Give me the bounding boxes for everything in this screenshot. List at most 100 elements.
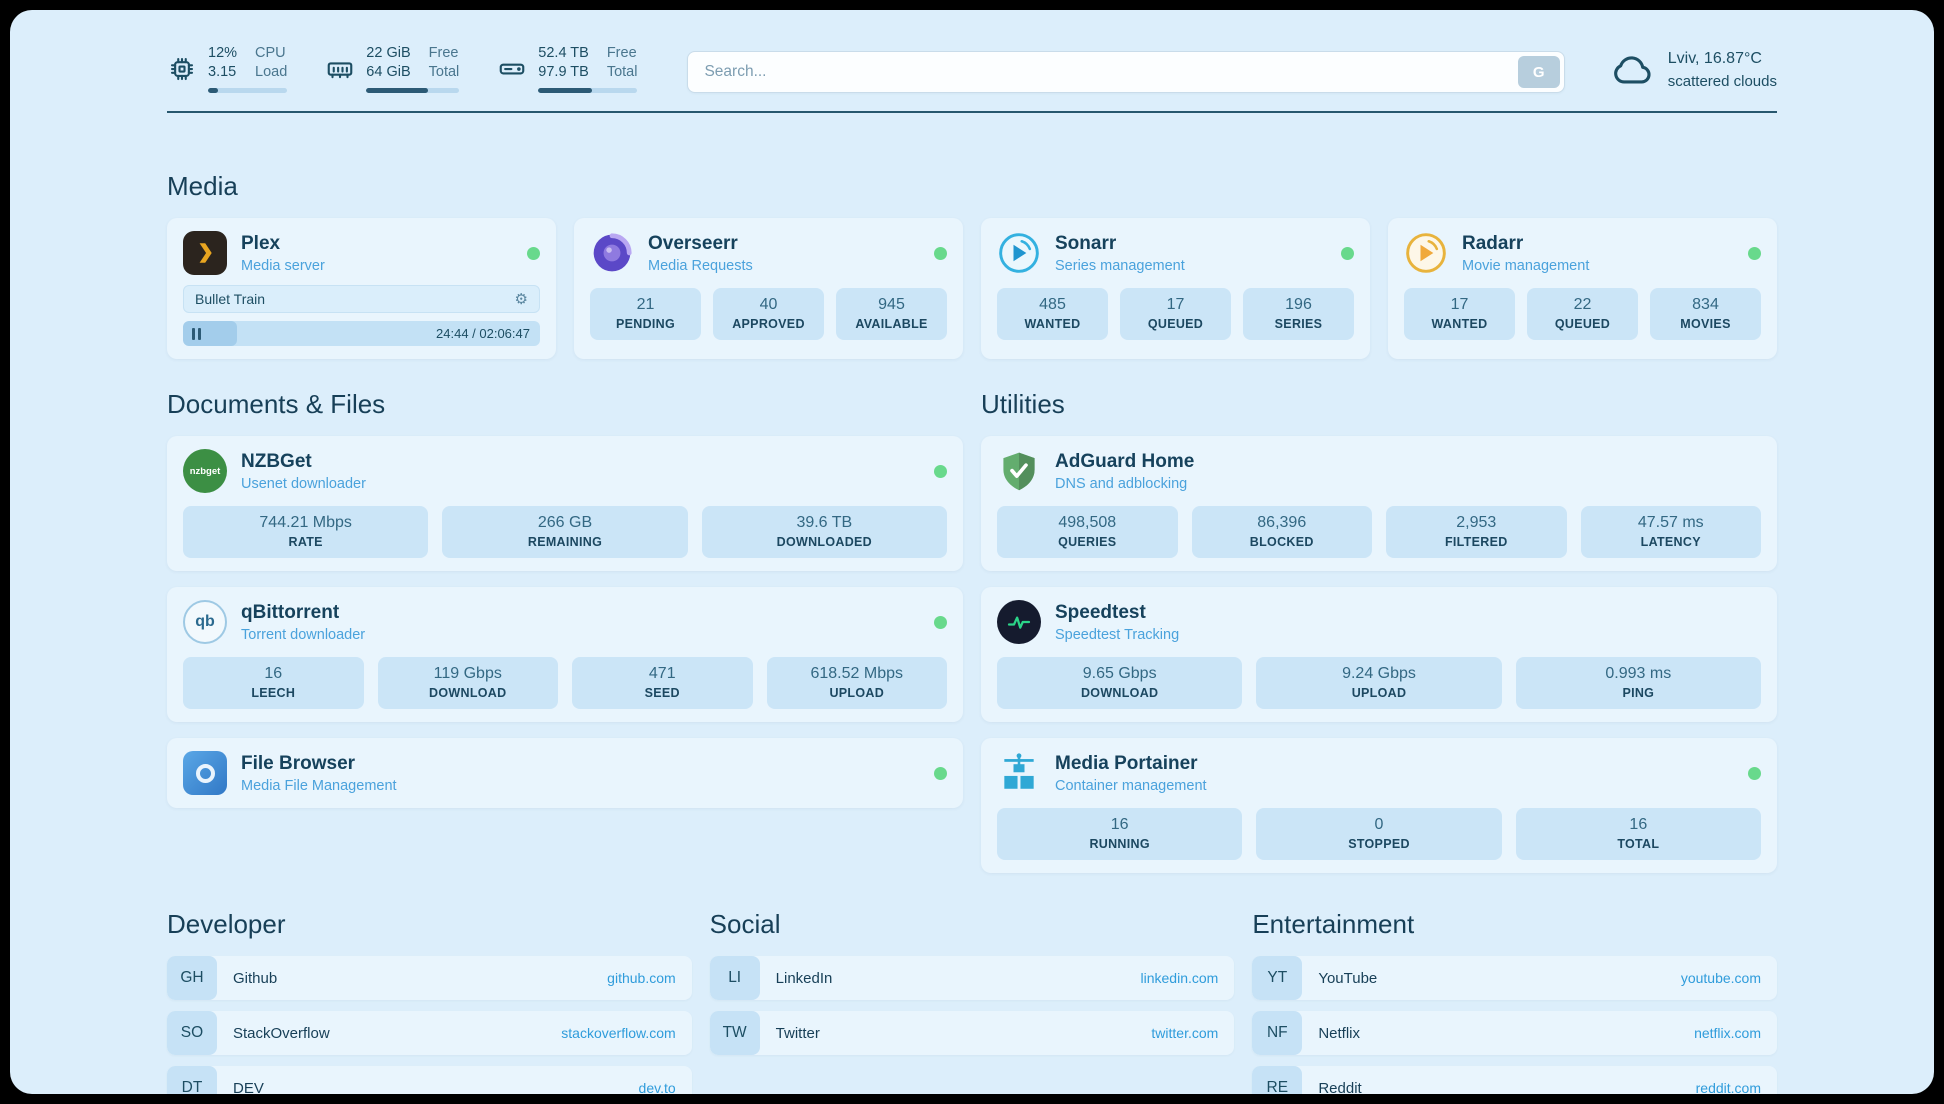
bookmark-badge: YT xyxy=(1252,956,1303,1001)
bookmark-badge: DT xyxy=(167,1066,217,1094)
service-card-adguard[interactable]: AdGuard Home DNS and adblocking 498,508 … xyxy=(981,436,1777,572)
stat-value: 39.6 TB xyxy=(796,514,853,532)
service-card-portainer[interactable]: Media Portainer Container management 16 … xyxy=(981,738,1777,874)
weather-location: Lviv, 16.87°C xyxy=(1667,50,1762,68)
disk-widget: 52.4 TB 97.9 TB Free Total xyxy=(497,44,638,94)
stat-running: 16 RUNNING xyxy=(997,808,1243,861)
stat-value: 618.52 Mbps xyxy=(810,665,903,683)
bookmark-badge: RE xyxy=(1252,1066,1303,1094)
search-input[interactable] xyxy=(687,51,1565,93)
service-subtitle: Media File Management xyxy=(241,777,397,794)
stat-value: 40 xyxy=(759,296,778,314)
stat-value: 471 xyxy=(648,665,676,683)
service-card-sonarr[interactable]: Sonarr Series management 485 WANTED 17 Q… xyxy=(981,218,1370,360)
cpu-icon xyxy=(170,57,194,80)
cpu-widget: 12% 3.15 CPU Load xyxy=(167,44,288,94)
bookmark-youtube[interactable]: YT YouTube youtube.com xyxy=(1252,956,1777,1001)
bookmark-netflix[interactable]: NF Netflix netflix.com xyxy=(1252,1011,1777,1056)
stat-label: PING xyxy=(1622,686,1655,701)
stat-label: DOWNLOADED xyxy=(776,535,872,550)
stat-blocked: 86,396 BLOCKED xyxy=(1191,506,1372,559)
disk-free-value: 52.4 TB xyxy=(538,45,589,61)
search-provider-button[interactable]: G xyxy=(1517,56,1560,88)
cpu-load-label: Load xyxy=(255,64,288,81)
bookmark-url: linkedin.com xyxy=(1140,970,1219,987)
stat-rate: 744.21 Mbps RATE xyxy=(183,506,429,559)
ram-total-value: 64 GiB xyxy=(366,64,411,81)
stat-label: UPLOAD xyxy=(829,686,885,701)
playback-time: 24:44 / 02:06:47 xyxy=(436,326,530,342)
stat-value: 17 xyxy=(1166,296,1185,314)
bookmark-name: StackOverflow xyxy=(233,1024,330,1042)
bookmark-url: youtube.com xyxy=(1680,970,1761,987)
dashboard-page: 12% 3.15 CPU Load xyxy=(10,10,1934,1094)
middle-columns: Documents & Files nzbget NZBGet Usenet d… xyxy=(167,359,1777,874)
disk-free-label: Free xyxy=(606,45,637,61)
bookmark-group-developer: Developer GH Github github.com SO StackO… xyxy=(167,909,692,1094)
disk-total-value: 97.9 TB xyxy=(538,64,589,81)
stat-value: 0.993 ms xyxy=(1605,665,1672,683)
stat-label: TOTAL xyxy=(1617,837,1660,852)
bookmark-github[interactable]: GH Github github.com xyxy=(167,956,692,1001)
status-dot xyxy=(934,615,947,629)
search-bar: G xyxy=(687,51,1565,93)
service-card-nzbget[interactable]: nzbget NZBGet Usenet downloader 744.21 M… xyxy=(167,436,963,572)
social-section-title: Social xyxy=(709,909,781,940)
service-title: NZBGet xyxy=(241,450,312,472)
stat-value: 196 xyxy=(1285,296,1312,314)
stat-label: MOVIES xyxy=(1680,317,1731,332)
stat-series: 196 SERIES xyxy=(1243,288,1354,341)
pause-icon[interactable] xyxy=(192,327,201,340)
bookmark-dev[interactable]: DT DEV dev.to xyxy=(167,1066,692,1094)
portainer-icon xyxy=(997,751,1041,795)
bookmark-stackoverflow[interactable]: SO StackOverflow stackoverflow.com xyxy=(167,1011,692,1056)
stat-movies: 834 MOVIES xyxy=(1650,288,1761,341)
stat-label: LEECH xyxy=(251,686,296,701)
bookmark-reddit[interactable]: RE Reddit reddit.com xyxy=(1252,1066,1777,1094)
developer-section-title: Developer xyxy=(167,909,286,940)
playback-progress-fill xyxy=(183,321,237,347)
stat-total: 16 TOTAL xyxy=(1515,808,1761,861)
stat-label: RATE xyxy=(288,535,323,550)
stat-value: 16 xyxy=(264,665,283,683)
stat-downloaded: 39.6 TB DOWNLOADED xyxy=(701,506,947,559)
stat-label: STOPPED xyxy=(1348,837,1410,852)
bookmark-twitter[interactable]: TW Twitter twitter.com xyxy=(709,1011,1235,1056)
service-card-speedtest[interactable]: Speedtest Speedtest Tracking 9.65 Gbps D… xyxy=(981,587,1777,723)
stat-value: 9.65 Gbps xyxy=(1082,665,1157,683)
status-dot xyxy=(934,464,947,478)
stat-label: WANTED xyxy=(1024,317,1081,332)
service-subtitle: Movie management xyxy=(1462,257,1590,274)
service-title: File Browser xyxy=(241,752,356,774)
bookmark-group-social: Social LI LinkedIn linkedin.com TW Twitt… xyxy=(709,909,1235,1094)
bookmark-name: DEV xyxy=(233,1079,264,1094)
stat-value: 2,953 xyxy=(1456,514,1497,532)
stat-label: RUNNING xyxy=(1089,837,1150,852)
cpu-load-value: 3.15 xyxy=(208,64,237,81)
nzbget-icon: nzbget xyxy=(183,449,227,494)
speedtest-icon xyxy=(997,600,1041,645)
bookmark-linkedin[interactable]: LI LinkedIn linkedin.com xyxy=(709,956,1235,1001)
stat-label: LATENCY xyxy=(1640,535,1701,550)
stat-label: FILTERED xyxy=(1444,535,1508,550)
disk-total-label: Total xyxy=(606,64,638,81)
disk-icon xyxy=(499,63,525,75)
stat-value: 47.57 ms xyxy=(1637,514,1704,532)
stat-label: SERIES xyxy=(1274,317,1323,332)
service-card-plex[interactable]: Plex Media server Bullet Train ⚙ 24:44 /… xyxy=(167,218,556,360)
bookmark-name: YouTube xyxy=(1318,969,1378,987)
stat-value: 834 xyxy=(1692,296,1719,314)
service-title: qBittorrent xyxy=(241,601,340,623)
service-card-qbittorrent[interactable]: qb qBittorrent Torrent downloader 16 xyxy=(167,587,963,723)
stat-value: 0 xyxy=(1374,816,1384,834)
service-card-filebrowser[interactable]: File Browser Media File Management xyxy=(167,738,963,809)
stat-label: SEED xyxy=(644,686,680,701)
bookmark-name: Twitter xyxy=(775,1024,820,1042)
service-card-radarr[interactable]: Radarr Movie management 17 WANTED 22 QUE… xyxy=(1388,218,1777,360)
stat-value: 498,508 xyxy=(1058,514,1117,532)
bookmarks: Developer GH Github github.com SO StackO… xyxy=(167,909,1777,1094)
service-title: Media Portainer xyxy=(1055,752,1198,774)
bookmark-badge: LI xyxy=(709,956,760,1001)
gear-icon[interactable]: ⚙ xyxy=(514,290,528,308)
service-card-overseerr[interactable]: Overseerr Media Requests 21 PENDING 40 A… xyxy=(574,218,963,360)
